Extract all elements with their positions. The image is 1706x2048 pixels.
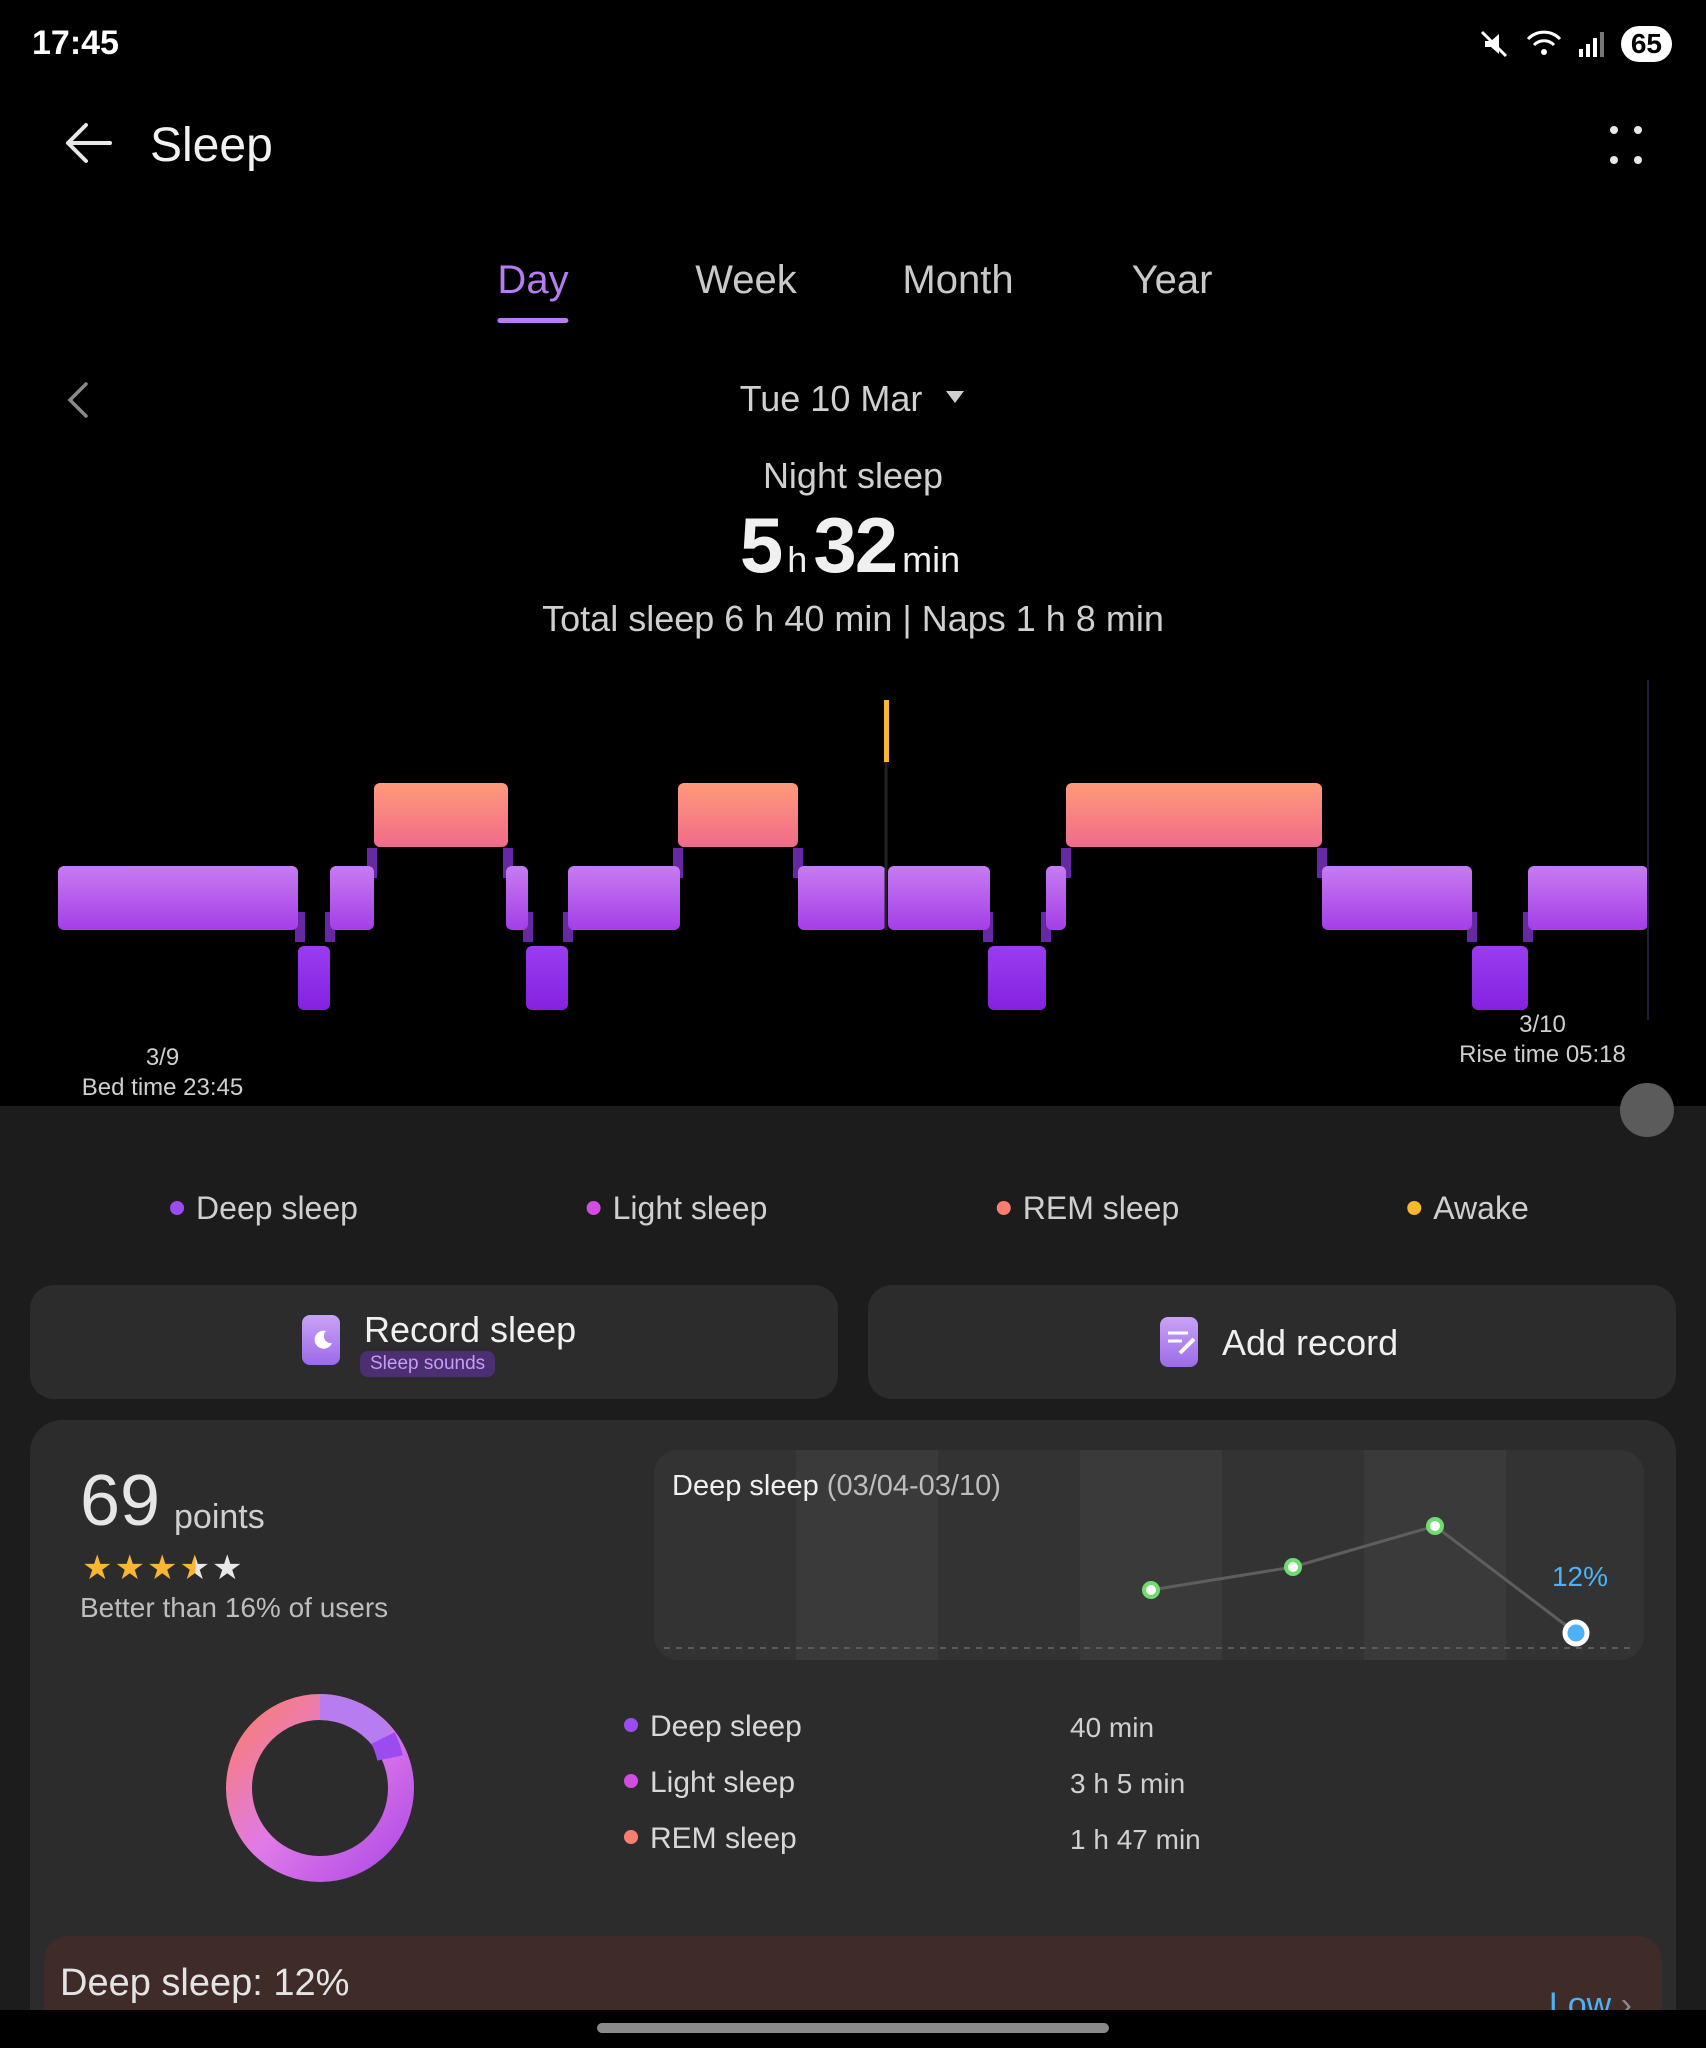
- star-icon: ★: [146, 1549, 180, 1587]
- breakdown-light-value: 3 h 5 min: [1070, 1768, 1186, 1799]
- rem-segment: [1066, 783, 1322, 847]
- trend-title: Deep sleep (03/04-03/10): [672, 1470, 1001, 1502]
- more-vert-icon: [1610, 126, 1642, 164]
- light-sleep-segments: [58, 866, 1648, 930]
- deep-segment: [298, 946, 330, 1010]
- add-record-label: Add record: [1222, 1322, 1399, 1363]
- light-segment: [798, 866, 886, 930]
- rem-sleep-segments: [374, 783, 1322, 847]
- chart-scrubber-handle[interactable]: [1620, 1083, 1674, 1137]
- sleep-score-card[interactable]: 69 points ★★★★★ Better than 16% of users…: [30, 1420, 1676, 2048]
- home-indicator[interactable]: [597, 2023, 1109, 2033]
- light-segment: [1046, 866, 1066, 930]
- breakdown-rem-value: 1 h 47 min: [1070, 1824, 1201, 1855]
- trend-chart: 12%: [664, 1450, 1634, 1660]
- hours-unit: h: [787, 539, 808, 580]
- rem-segment: [678, 783, 798, 847]
- score-comparison: Better than 16% of users: [80, 1592, 389, 1623]
- tab-month[interactable]: Month: [902, 258, 1014, 302]
- rise-time-label: 3/10 Rise time 05:18: [1459, 1011, 1626, 1068]
- breakdown-light: Light sleep: [624, 1766, 795, 1800]
- add-record-button[interactable]: Add record: [868, 1285, 1676, 1399]
- note-edit-icon: [1160, 1317, 1198, 1367]
- record-sleep-button[interactable]: Record sleep Sleep sounds: [30, 1285, 838, 1399]
- deep-segment: [526, 946, 568, 1010]
- star-icon: ★: [211, 1549, 245, 1587]
- deep-segment: [1472, 946, 1528, 1010]
- arrow-left-icon: [66, 123, 112, 163]
- light-segment: [1528, 866, 1648, 930]
- date-selector[interactable]: Tue 10 Mar: [0, 378, 1706, 420]
- breakdown-deep-value: 40 min: [1070, 1712, 1155, 1743]
- trend-point: [1426, 1517, 1444, 1535]
- rem-segment: [374, 783, 508, 847]
- stage-legend: Deep sleep Light sleep REM sleep Awake: [0, 1190, 1706, 1240]
- awake-segment: [884, 700, 889, 762]
- mute-icon: [1480, 30, 1507, 58]
- minutes-value: 32: [813, 501, 898, 589]
- sleep-stage-donut: [226, 1694, 414, 1882]
- hours-value: 5: [739, 501, 783, 589]
- score-unit: points: [174, 1498, 265, 1536]
- legend-light: Light sleep: [586, 1190, 767, 1227]
- deep-dot: [170, 1200, 185, 1215]
- light-dot: [586, 1200, 601, 1215]
- night-sleep-label: Night sleep: [762, 455, 944, 496]
- star-rating: ★★★★★: [82, 1548, 244, 1588]
- light-segment: [330, 866, 374, 930]
- star-icon: ★: [179, 1549, 212, 1587]
- rem-dot: [996, 1200, 1011, 1215]
- star-icon: ★: [114, 1549, 147, 1587]
- legend-awake: Awake: [1407, 1190, 1529, 1227]
- light-segment: [1322, 866, 1472, 930]
- trend-point: [1284, 1558, 1302, 1576]
- legend-deep: Deep sleep: [170, 1190, 358, 1227]
- light-segment: [568, 866, 680, 930]
- previous-day-button[interactable]: [62, 378, 102, 424]
- chevron-left-icon: [67, 382, 88, 418]
- light-segment: [58, 866, 298, 930]
- bed-time-label: 3/9 Bed time 23:45: [81, 1044, 244, 1101]
- trend-current-label: 12%: [1552, 1561, 1608, 1592]
- record-sleep-label: Record sleep: [364, 1309, 577, 1350]
- battery-badge: 65: [1620, 26, 1672, 62]
- chevron-right-icon: ›: [1620, 1986, 1632, 2024]
- period-tabs: Day Week Month Year: [0, 258, 1706, 338]
- night-sleep-duration: 5 h32 min: [0, 500, 1706, 591]
- signal-icon: [1578, 32, 1604, 57]
- deep-sleep-segments: [298, 946, 1528, 1010]
- light-segment: [506, 866, 528, 930]
- caret-down-icon: [946, 391, 965, 404]
- wifi-icon: [1526, 30, 1561, 55]
- sleep-stage-chart[interactable]: [0, 680, 1706, 1020]
- banner-text: Deep sleep: 12%: [60, 1962, 350, 2004]
- total-sleep-summary: Total sleep 6 h 40 min | Naps 1 h 8 min: [542, 598, 1164, 639]
- star-icon: ★: [82, 1549, 115, 1587]
- tab-week[interactable]: Week: [695, 258, 797, 302]
- trend-point: [1142, 1581, 1160, 1599]
- status-icons: 65: [1477, 26, 1672, 62]
- score-value: 69: [80, 1461, 161, 1541]
- status-time: 17:45: [32, 24, 119, 62]
- deep-segment: [988, 946, 1046, 1010]
- more-options-button[interactable]: [1596, 118, 1656, 178]
- back-button[interactable]: [60, 115, 120, 175]
- tab-year[interactable]: Year: [1131, 258, 1213, 302]
- page-title: Sleep: [150, 119, 273, 172]
- breakdown-deep: Deep sleep: [624, 1710, 802, 1744]
- breakdown-rem: REM sleep: [624, 1822, 797, 1856]
- minutes-unit: min: [902, 539, 961, 580]
- sleep-sounds-badge: Sleep sounds: [360, 1351, 496, 1377]
- date-label: Tue 10 Mar: [739, 378, 923, 419]
- moon-phone-icon: [302, 1315, 340, 1365]
- legend-rem: REM sleep: [996, 1190, 1179, 1227]
- tab-day[interactable]: Day: [497, 258, 569, 323]
- trend-line: [1150, 1524, 1577, 1635]
- trend-current-point: [1562, 1619, 1590, 1647]
- light-segment: [888, 866, 990, 930]
- awake-dot: [1407, 1200, 1422, 1215]
- deep-sleep-trend[interactable]: 12% Deep sleep (03/04-03/10): [654, 1450, 1644, 1660]
